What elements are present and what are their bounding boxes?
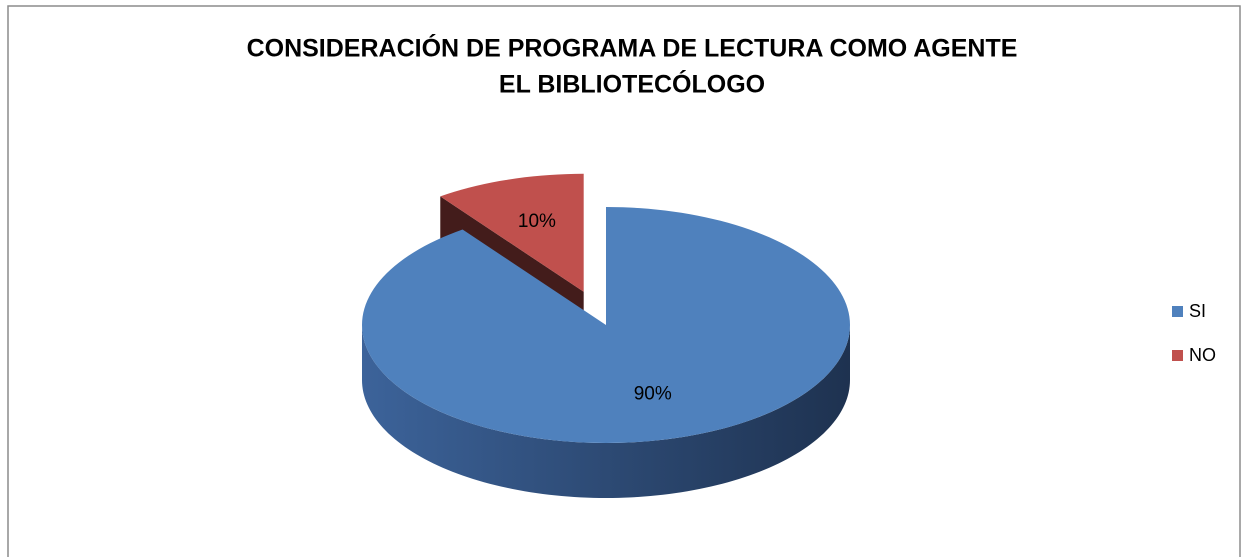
chart-title: CONSIDERACIÓN DE PROGRAMA DE LECTURA COM… bbox=[247, 33, 1018, 63]
slice-side bbox=[362, 325, 850, 498]
legend-label: SI bbox=[1189, 301, 1206, 321]
slice-top bbox=[440, 173, 584, 292]
data-label: 10% bbox=[518, 211, 556, 232]
legend-swatch bbox=[1172, 306, 1183, 317]
data-label: 90% bbox=[634, 384, 672, 405]
legend-label: NO bbox=[1189, 345, 1216, 365]
legend-swatch bbox=[1172, 350, 1183, 361]
slice-top bbox=[362, 207, 850, 443]
chart-frame bbox=[7, 5, 1241, 557]
chart-title: EL BIBLIOTECÓLOGO bbox=[499, 69, 765, 99]
slice bbox=[362, 207, 850, 498]
